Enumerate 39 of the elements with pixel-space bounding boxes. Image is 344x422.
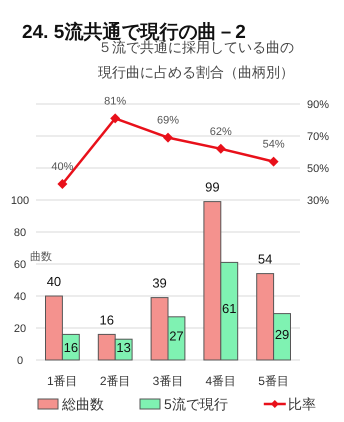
point — [57, 179, 68, 189]
y2-tick-label: 30% — [306, 195, 330, 207]
data-label: 69% — [156, 114, 180, 127]
data-label: 29 — [274, 326, 290, 342]
x-tick-label: 1番目 — [47, 374, 78, 388]
data-label: 40% — [51, 161, 74, 173]
point — [110, 113, 120, 124]
point — [268, 156, 279, 167]
y-tick-label: 80 — [14, 227, 26, 239]
data-label: 62% — [210, 126, 232, 138]
point — [216, 144, 226, 154]
y-tick-label: 100 — [10, 195, 30, 207]
legend-label: 比率 — [288, 396, 316, 412]
data-label: 81% — [104, 95, 126, 108]
legend-label: 総曲数 — [61, 396, 104, 412]
data-label: 99 — [205, 180, 220, 195]
data-label: 40 — [46, 274, 62, 289]
y-tick-label: 0 — [16, 355, 24, 367]
data-label: 13 — [116, 340, 131, 355]
x-tick-label: 2番目 — [100, 374, 131, 388]
x-tick-label: 3番目 — [152, 374, 184, 388]
x-tick-label: 4番目 — [205, 374, 236, 388]
data-label: 16 — [100, 312, 114, 328]
point — [163, 132, 173, 143]
data-label: 61 — [222, 301, 236, 316]
y-tick-label: 20 — [14, 323, 26, 335]
data-label: 39 — [152, 276, 167, 291]
y-tick-label: 60 — [14, 259, 26, 271]
data-label: 16 — [64, 340, 78, 355]
y-tick-label: 40 — [14, 291, 26, 303]
legend-label: 5流で現行 — [164, 396, 228, 412]
y2-tick-label: 50% — [306, 163, 330, 175]
data-label: 54% — [262, 138, 285, 151]
y-axis-title: 曲数 — [30, 250, 52, 263]
y2-tick-label: 90% — [306, 99, 330, 111]
data-label: 54 — [258, 252, 272, 267]
data-label: 27 — [169, 328, 184, 344]
y2-tick-label: 70% — [306, 131, 330, 143]
x-tick-label: 5番目 — [258, 374, 289, 388]
